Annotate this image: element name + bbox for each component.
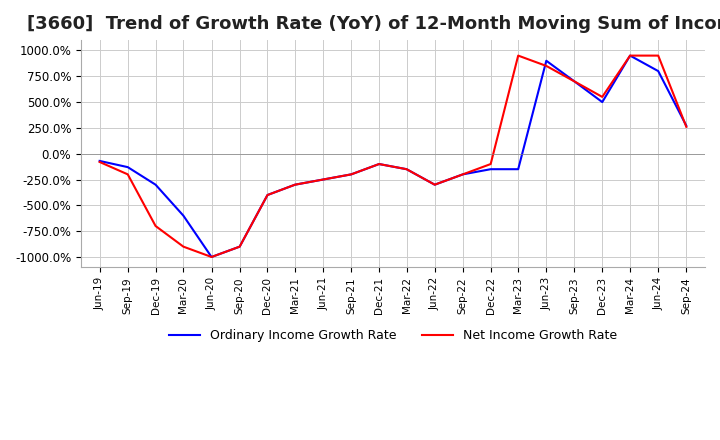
Line: Net Income Growth Rate: Net Income Growth Rate [99, 55, 686, 257]
Legend: Ordinary Income Growth Rate, Net Income Growth Rate: Ordinary Income Growth Rate, Net Income … [164, 324, 622, 348]
Title: [3660]  Trend of Growth Rate (YoY) of 12-Month Moving Sum of Incomes: [3660] Trend of Growth Rate (YoY) of 12-… [27, 15, 720, 33]
Line: Ordinary Income Growth Rate: Ordinary Income Growth Rate [99, 55, 686, 257]
